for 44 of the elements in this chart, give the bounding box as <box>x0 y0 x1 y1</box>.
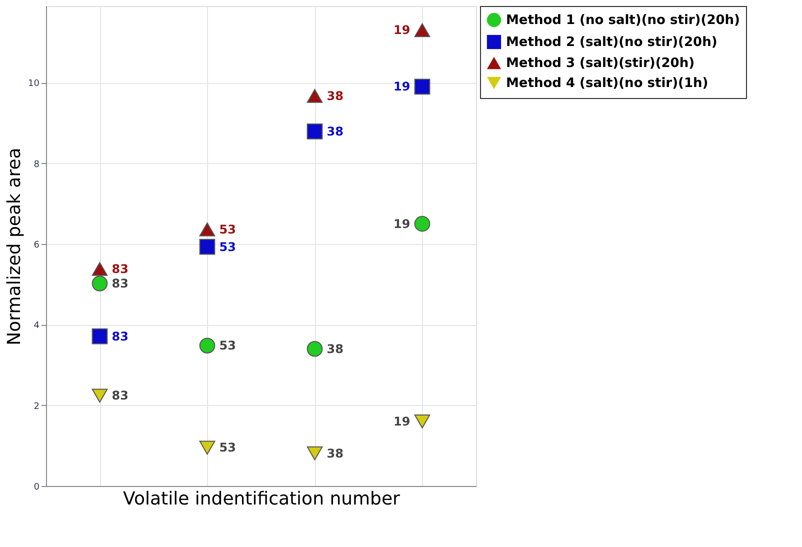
point <box>306 89 323 103</box>
y-tick-label: 2 <box>34 402 40 412</box>
point <box>92 328 108 344</box>
x-axis-title: Volatile indentification number <box>123 488 401 510</box>
annotation: 83 <box>112 388 128 403</box>
point <box>414 78 430 95</box>
annotation: 53 <box>219 440 236 455</box>
point <box>414 23 430 38</box>
annotation: 53 <box>219 240 236 254</box>
legend-label: Method 2 (salt)(no stir)(20h) <box>506 35 718 50</box>
annotation: 19 <box>394 80 410 94</box>
y-tick-label: 0 <box>34 482 40 492</box>
legend-label: Method 1 (no salt)(no stir)(20h) <box>506 13 740 28</box>
point <box>92 388 108 403</box>
annotation: 19 <box>394 216 410 231</box>
annotation: 19 <box>394 414 410 428</box>
legend-label: Method 4 (salt)(no stir)(1h) <box>506 76 708 91</box>
point <box>92 262 108 276</box>
y-tick-label: 10 <box>28 79 40 90</box>
point <box>414 216 430 232</box>
annotation: 38 <box>326 342 344 356</box>
y-tick-label: 6 <box>34 240 40 250</box>
annotation: 38 <box>326 88 344 103</box>
point <box>199 440 216 455</box>
point <box>414 414 430 428</box>
point <box>306 340 323 357</box>
y-tick-label: 4 <box>34 321 40 332</box>
legend-label: Method 3 (salt)(stir)(20h) <box>506 56 695 71</box>
annotation: 83 <box>112 262 128 276</box>
annotation: 19 <box>394 23 410 38</box>
annotation: 83 <box>112 276 128 291</box>
annotation: 53 <box>219 222 236 236</box>
annotation: 53 <box>219 338 236 353</box>
annotation: 83 <box>112 329 128 344</box>
point <box>306 446 323 460</box>
y-axis-title: Normalized peak area <box>4 148 26 346</box>
point <box>92 276 108 292</box>
point <box>306 124 323 140</box>
point <box>199 222 216 236</box>
y-tick-label: 8 <box>34 160 40 170</box>
point <box>199 338 216 354</box>
annotation: 38 <box>326 446 344 460</box>
point <box>199 238 216 255</box>
annotation: 38 <box>326 124 344 138</box>
